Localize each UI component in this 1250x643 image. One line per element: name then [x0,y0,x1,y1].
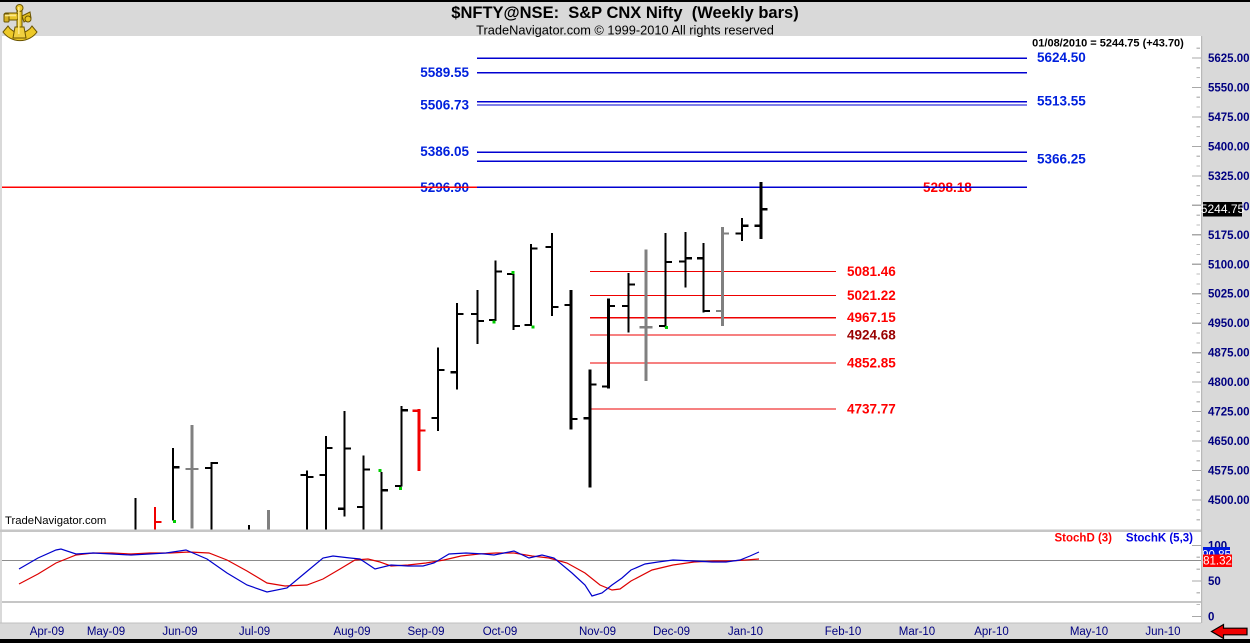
svg-text:Apr-10: Apr-10 [974,626,1009,638]
svg-text:50: 50 [1208,576,1221,588]
svg-text:81.32: 81.32 [1203,556,1232,568]
svg-text:5100.00: 5100.00 [1208,259,1250,271]
svg-text:Jan-10: Jan-10 [728,626,763,638]
svg-text:5475.00: 5475.00 [1208,112,1250,124]
svg-text:4500.00: 4500.00 [1208,495,1250,507]
svg-text:Sep-09: Sep-09 [407,626,444,638]
svg-text:4875.00: 4875.00 [1208,348,1250,360]
svg-text:5625.00: 5625.00 [1208,53,1250,65]
svg-text:5386.05: 5386.05 [420,144,469,159]
svg-text:Dec-09: Dec-09 [653,626,690,638]
svg-text:$NFTY@NSE: S&P CNX Nifty (We: $NFTY@NSE: S&P CNX Nifty (Weekly bars) [451,4,798,22]
svg-text:4800.00: 4800.00 [1208,377,1250,389]
svg-text:5025.00: 5025.00 [1208,289,1250,301]
svg-text:01/08/2010 = 5244.75 (+43.70): 01/08/2010 = 5244.75 (+43.70) [1032,38,1184,50]
svg-text:5325.00: 5325.00 [1208,171,1250,183]
svg-text:Jun-10: Jun-10 [1145,626,1180,638]
svg-text:Apr-09: Apr-09 [30,626,65,638]
svg-text:5506.73: 5506.73 [420,98,469,113]
svg-text:TradeNavigator.com © 1999-2010: TradeNavigator.com © 1999-2010 All right… [476,22,774,37]
svg-text:5021.22: 5021.22 [847,288,896,303]
svg-text:5589.55: 5589.55 [420,65,469,80]
svg-text:4950.00: 4950.00 [1208,318,1250,330]
svg-text:5624.50: 5624.50 [1037,50,1086,65]
svg-text:Nov-09: Nov-09 [579,626,616,638]
svg-text:4924.68: 4924.68 [847,327,896,342]
svg-text:5081.46: 5081.46 [847,264,896,279]
svg-text:5400.00: 5400.00 [1208,141,1250,153]
svg-text:May-10: May-10 [1070,626,1108,638]
svg-text:4852.85: 4852.85 [847,355,896,370]
svg-text:May-09: May-09 [87,626,125,638]
svg-text:Oct-09: Oct-09 [483,626,518,638]
svg-text:5366.25: 5366.25 [1037,151,1086,166]
svg-text:Aug-09: Aug-09 [333,626,370,638]
svg-text:5513.55: 5513.55 [1037,93,1086,108]
svg-text:4737.77: 4737.77 [847,401,896,416]
svg-text:StochK (5,3): StochK (5,3) [1126,533,1193,545]
svg-text:5175.00: 5175.00 [1208,230,1250,242]
svg-text:5244.75: 5244.75 [1201,202,1245,216]
svg-text:4575.00: 4575.00 [1208,466,1250,478]
svg-text:4725.00: 4725.00 [1208,407,1250,419]
svg-text:5550.00: 5550.00 [1208,83,1250,95]
svg-text:4650.00: 4650.00 [1208,436,1250,448]
svg-text:Jun-09: Jun-09 [162,626,197,638]
svg-text:0: 0 [1208,612,1214,624]
svg-text:4967.15: 4967.15 [847,310,896,325]
svg-text:Feb-10: Feb-10 [825,626,861,638]
svg-text:TradeNavigator.com: TradeNavigator.com [5,515,106,527]
svg-text:Jul-09: Jul-09 [239,626,270,638]
svg-text:Mar-10: Mar-10 [899,626,935,638]
svg-text:StochD (3): StochD (3) [1055,533,1113,545]
